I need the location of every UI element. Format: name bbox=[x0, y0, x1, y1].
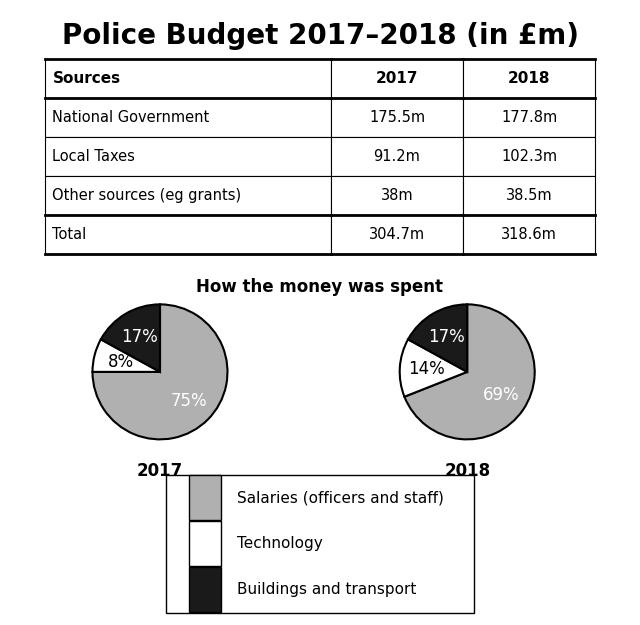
Text: Other sources (eg grants): Other sources (eg grants) bbox=[52, 188, 242, 203]
Text: 75%: 75% bbox=[170, 391, 207, 409]
Text: 17%: 17% bbox=[428, 328, 465, 346]
Bar bbox=[189, 568, 221, 612]
Text: Technology: Technology bbox=[237, 536, 323, 551]
Wedge shape bbox=[408, 304, 467, 372]
Text: 2018: 2018 bbox=[508, 71, 550, 86]
Text: 304.7m: 304.7m bbox=[369, 227, 425, 242]
Text: Total: Total bbox=[52, 227, 87, 242]
Text: National Government: National Government bbox=[52, 109, 210, 124]
Wedge shape bbox=[400, 339, 467, 397]
Text: Sources: Sources bbox=[52, 71, 120, 86]
Text: 38.5m: 38.5m bbox=[506, 188, 552, 203]
Wedge shape bbox=[93, 339, 160, 372]
Text: 2017: 2017 bbox=[376, 71, 419, 86]
Text: Police Budget 2017–2018 (in £m): Police Budget 2017–2018 (in £m) bbox=[61, 22, 579, 50]
Wedge shape bbox=[93, 304, 227, 439]
Wedge shape bbox=[404, 304, 534, 439]
Bar bbox=[189, 521, 221, 566]
Text: How the money was spent: How the money was spent bbox=[196, 278, 444, 296]
Text: 318.6m: 318.6m bbox=[501, 227, 557, 242]
Bar bbox=[189, 475, 221, 520]
X-axis label: 2018: 2018 bbox=[444, 462, 490, 480]
Text: Salaries (officers and staff): Salaries (officers and staff) bbox=[237, 490, 444, 505]
Text: Buildings and transport: Buildings and transport bbox=[237, 582, 416, 598]
Text: 91.2m: 91.2m bbox=[374, 149, 420, 164]
Text: 177.8m: 177.8m bbox=[501, 109, 557, 124]
Text: 69%: 69% bbox=[483, 386, 519, 404]
Text: 38m: 38m bbox=[381, 188, 413, 203]
X-axis label: 2017: 2017 bbox=[137, 462, 183, 480]
Text: 102.3m: 102.3m bbox=[501, 149, 557, 164]
Text: 17%: 17% bbox=[121, 328, 157, 346]
Text: 8%: 8% bbox=[108, 352, 134, 371]
Text: 175.5m: 175.5m bbox=[369, 109, 425, 124]
Text: Local Taxes: Local Taxes bbox=[52, 149, 135, 164]
Text: 14%: 14% bbox=[408, 361, 445, 378]
Wedge shape bbox=[101, 304, 160, 372]
